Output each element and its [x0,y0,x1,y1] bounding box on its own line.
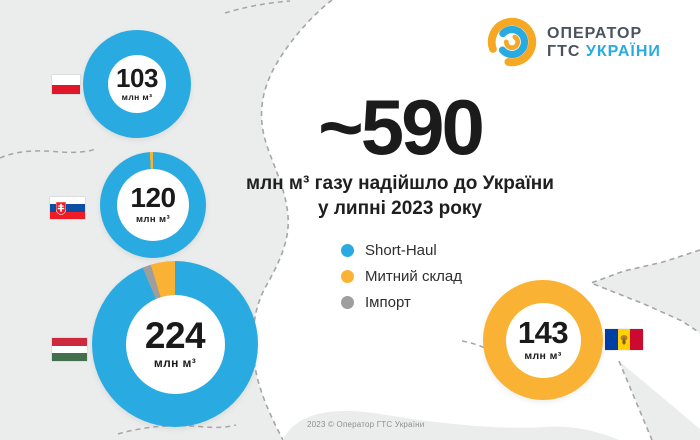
donut-hole: 224 млн м³ [125,294,225,394]
headline-subtitle-line2: у липні 2023 року [318,198,482,220]
logo-gts: ГТС [547,42,581,60]
copyright-text: 2023 © Оператор ГТС України [307,420,425,429]
donut-hole: 103 млн м³ [108,55,166,113]
donut-chart-moldova: 143 млн м³ [483,280,603,400]
donut-unit-moldova: млн м³ [524,349,562,362]
donut-chart-slovakia: 120 млн м³ [100,152,206,258]
legend-item-short-haul: Short-Haul [341,242,462,259]
gtsou-logo: ОПЕРАТОР ГТС УКРАЇНИ [486,16,661,68]
donut-unit-poland: млн м³ [121,92,153,103]
slovakia-flag-icon [50,197,85,219]
hungary-flag-icon [52,338,87,361]
legend-label-import: Імпорт [365,294,411,311]
headline: ~590 млн м³ газу надійшло до України у л… [215,88,585,221]
legend: Short-Haul Митний склад Імпорт [341,242,462,320]
headline-subtitle: млн м³ газу надійшло до України у липні … [215,171,585,221]
donut-unit-hungary: млн м³ [153,355,197,370]
logo-line1: ОПЕРАТОР [547,24,643,42]
donut-hole: 143 млн м³ [505,302,581,378]
donut-unit-slovakia: млн м³ [135,213,171,225]
legend-label-short-haul: Short-Haul [365,242,437,259]
legend-dot-gray-icon [341,296,354,309]
logo-ukraine: УКРАЇНИ [585,42,661,60]
legend-item-customs-warehouse: Митний склад [341,268,462,285]
legend-dot-yellow-icon [341,270,354,283]
headline-value: ~590 [318,83,485,171]
moldova-emblem-icon [620,334,628,345]
donut-hole: 120 млн м³ [117,169,189,241]
gtsou-logo-text: ОПЕРАТОР ГТС УКРАЇНИ [547,24,661,61]
legend-item-import: Імпорт [341,294,462,311]
donut-chart-hungary: 224 млн м³ [92,261,258,427]
moldova-flag-icon [605,329,643,350]
donut-value-slovakia: 120 [130,182,176,214]
gtsou-logo-icon [487,17,537,67]
poland-flag-icon [52,75,80,94]
donut-value-moldova: 143 [517,315,569,351]
donut-chart-poland: 103 млн м³ [83,30,191,138]
logo-line2: ГТС УКРАЇНИ [547,42,661,61]
slovakia-emblem-icon [56,202,66,215]
headline-subtitle-line1: млн м³ газу надійшло до України [246,173,554,194]
legend-dot-blue-icon [341,244,354,257]
donut-value-poland: 103 [116,62,158,93]
legend-label-customs-warehouse: Митний склад [365,268,463,285]
donut-value-hungary: 224 [144,315,206,357]
